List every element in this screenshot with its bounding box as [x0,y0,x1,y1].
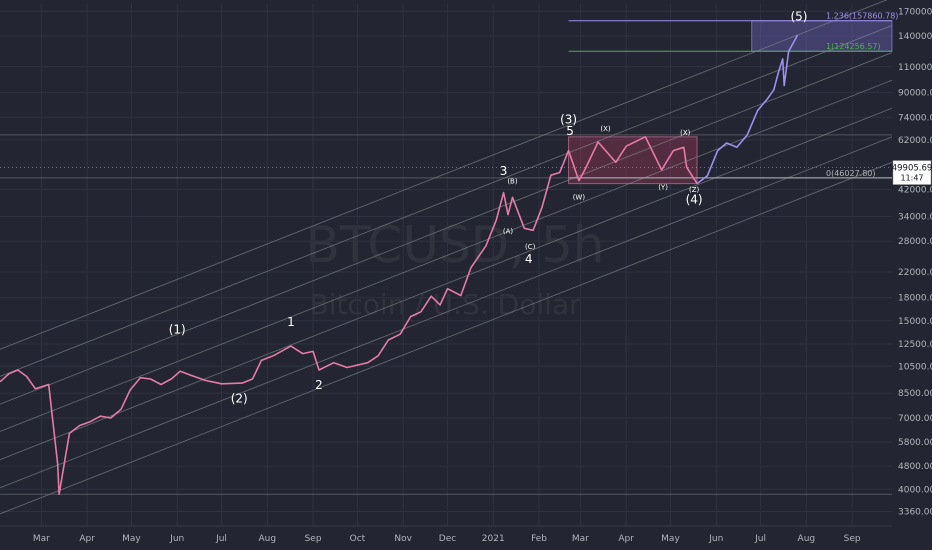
time-tick-label: Jun [169,534,184,544]
wave-label: (W) [573,193,586,201]
time-tick-label: Feb [531,534,547,544]
price-tick-label: 18000.00 [898,294,932,304]
price-tick-label: 62000.00 [898,136,932,146]
price-tick-label: 110000.00 [898,63,932,73]
fib-level-label: 0(46027.80) [826,169,876,178]
fib-level-label: 1.236(157860.78) [826,12,898,21]
channel-line [0,52,893,405]
price-tick-label: 22000.00 [898,268,932,278]
price-series-1 [0,136,698,496]
wave-label: (X) [680,129,691,137]
price-tick-label: 4000.00 [898,485,932,495]
last-price-countdown: 11:47 [900,174,923,183]
time-tick-label: Mar [572,534,589,544]
price-tick-label: 15000.00 [898,317,932,327]
price-tick-label: 10500.00 [898,362,932,372]
wave-label: (X) [600,125,611,133]
channel-line [0,25,893,377]
wave-label: (1) [169,322,186,336]
channel-line [0,0,888,350]
price-tick-label: 4800.00 [898,462,932,472]
time-tick-label: Aug [798,534,816,544]
time-tick-label: May [122,534,141,544]
time-tick-label: 2021 [482,534,505,544]
time-tick-label: Mar [33,534,50,544]
price-series-2 [696,34,799,185]
price-tick-label: 34000.00 [898,212,932,222]
price-tick-label: 8500.00 [898,389,932,399]
channel-line [0,161,893,515]
consolidation-box [568,136,698,185]
price-tick-label: 5800.00 [898,438,932,448]
price-tick-label: 3360.00 [898,508,932,518]
wave-label: (B) [507,178,518,186]
price-tick-label: 42000.00 [898,186,932,196]
wave-label: (5) [790,10,807,24]
time-tick-label: Sep [305,534,322,544]
last-price-value: 49905.69 [892,164,932,174]
last-price-badge [892,160,932,185]
wave-label: (A) [503,227,514,235]
time-tick-label: Sep [844,534,861,544]
wave-label: 4 [525,252,533,266]
price-tick-label: 140000.00 [898,32,932,42]
channel-line [0,136,893,489]
wave-label: 3 [500,164,508,178]
time-tick-label: Jul [215,534,227,544]
wave-label: 1 [287,315,295,329]
time-tick-label: Aug [259,534,277,544]
wave-label: (4) [686,192,703,206]
wave-label: 2 [315,378,323,392]
wave-label: (C) [525,243,536,251]
price-tick-label: 74000.00 [898,113,932,123]
price-tick-label: 28000.00 [898,237,932,247]
wave-label: (3) [560,113,577,127]
time-tick-label: Apr [79,534,95,544]
price-tick-label: 90000.00 [898,88,932,98]
time-tick-label: Jul [754,534,766,544]
wave-label: 5 [566,124,574,138]
time-tick-label: Oct [350,534,366,544]
price-tick-label: 12500.00 [898,340,932,350]
price-tick-label: 7000.00 [898,414,932,424]
channel-line [0,107,893,461]
time-tick-label: May [661,534,680,544]
wave-label: (Z) [689,186,700,194]
wave-label: (Y) [658,184,668,192]
fib-level-label: 1(124256.57) [826,42,881,51]
time-tick-label: Apr [618,534,634,544]
time-tick-label: Jun [708,534,723,544]
time-tick-label: Dec [439,534,456,544]
price-tick-label: 170000.00 [898,7,932,17]
time-tick-label: Nov [394,534,412,544]
wave-label: (2) [231,392,248,406]
